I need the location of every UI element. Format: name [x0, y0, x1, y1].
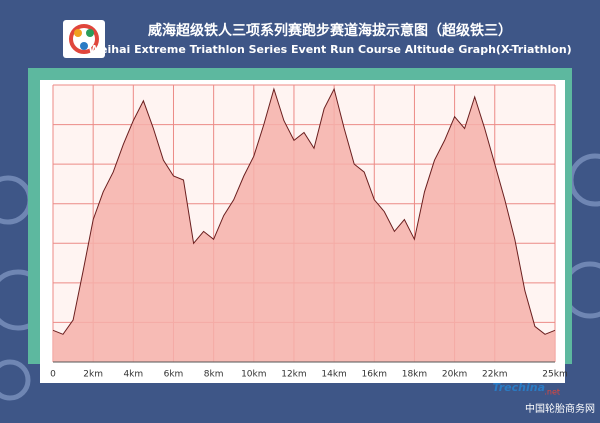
chart-subtitle: Weihai Extreme Triathlon Series Event Ru… — [88, 43, 571, 56]
watermark-brand: Trechina — [492, 381, 545, 394]
x-tick-label: 0 — [50, 370, 56, 380]
watermark-site: 中国轮胎商务网 — [525, 402, 595, 415]
x-tick-label: 6km — [164, 370, 184, 380]
chart-title: 威海超级铁人三项系列赛跑步赛道海拔示意图（超级铁三） — [148, 22, 512, 39]
logo — [63, 20, 105, 58]
area — [53, 89, 555, 362]
line — [52, 87, 556, 335]
x-tick-label: 8km — [204, 370, 224, 380]
watermark-domain: .net — [544, 388, 560, 397]
x-tick-label: 25km — [542, 370, 567, 380]
x-tick-label: 14km — [321, 370, 346, 380]
x-tick-label: 20km — [442, 370, 467, 380]
x-tick-label: 4km — [123, 370, 143, 380]
x-tick-label: 2km — [83, 370, 103, 380]
x-tick-label: 16km — [362, 370, 387, 380]
x-tick-label: 10km — [241, 370, 266, 380]
x-tick-label: 18km — [402, 370, 427, 380]
x-tick-label: 22km — [482, 370, 507, 380]
x-tick-label: 12km — [281, 370, 306, 380]
